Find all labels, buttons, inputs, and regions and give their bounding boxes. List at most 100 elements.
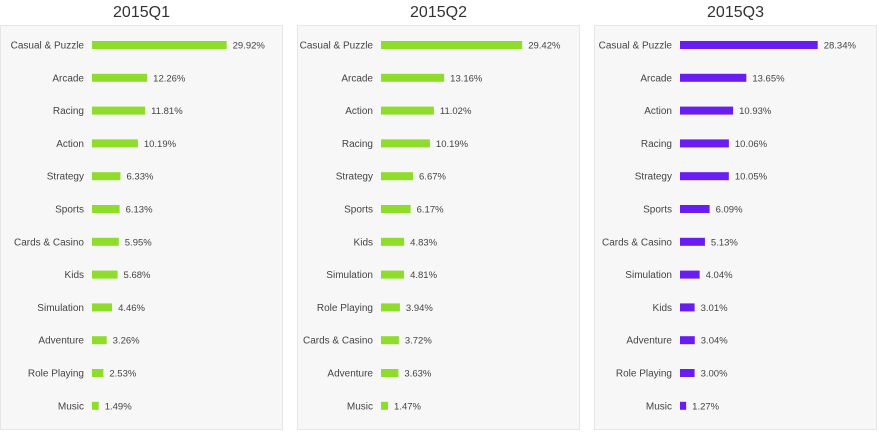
category-label: Simulation <box>326 270 373 281</box>
bar <box>381 270 405 279</box>
value-label: 4.81% <box>410 270 437 281</box>
bar <box>680 41 818 49</box>
value-label: 10.19% <box>144 139 177 150</box>
category-label: Adventure <box>327 369 373 380</box>
chart-panel-q1 <box>0 25 283 430</box>
category-label: Arcade <box>341 73 373 84</box>
value-label: 10.93% <box>739 106 772 117</box>
value-label: 10.05% <box>735 172 768 183</box>
bar <box>381 73 445 82</box>
category-label: Casual & Puzzle <box>11 41 85 52</box>
category-label: Kids <box>65 270 84 281</box>
value-label: 12.26% <box>153 73 186 84</box>
value-label: 6.09% <box>716 205 743 216</box>
category-label: Cards & Casino <box>303 336 373 347</box>
bar <box>92 139 138 148</box>
chart-panel-q3 <box>594 25 877 430</box>
bar <box>92 106 146 115</box>
value-label: 2.53% <box>109 369 136 380</box>
bar <box>680 336 695 345</box>
value-label: 6.33% <box>126 172 153 183</box>
category-label: Role Playing <box>317 303 373 314</box>
bar <box>92 401 99 410</box>
value-label: 13.65% <box>752 73 785 84</box>
chart-title-q2: 2015Q2 <box>410 4 467 21</box>
category-label: Strategy <box>47 172 84 183</box>
value-label: 5.68% <box>124 270 151 281</box>
value-label: 6.17% <box>417 205 444 216</box>
category-label: Racing <box>53 106 84 117</box>
bar <box>381 139 430 148</box>
category-label: Sports <box>55 205 84 216</box>
value-label: 29.42% <box>528 41 561 52</box>
bar <box>381 237 405 246</box>
value-label: 4.04% <box>706 270 733 281</box>
bar <box>381 205 411 213</box>
bar <box>381 336 399 345</box>
bar <box>92 336 107 345</box>
value-label: 3.63% <box>404 369 431 380</box>
category-label: Music <box>646 401 672 412</box>
chart-panel-q2 <box>297 25 580 430</box>
category-label: Simulation <box>625 270 672 281</box>
category-label: Strategy <box>336 172 373 183</box>
value-label: 10.06% <box>735 139 768 150</box>
bar <box>381 106 434 115</box>
value-label: 29.92% <box>233 41 266 52</box>
value-label: 28.34% <box>824 41 857 52</box>
value-label: 3.04% <box>701 336 728 347</box>
category-label: Sports <box>344 205 373 216</box>
bar <box>92 172 121 181</box>
bar <box>92 237 119 246</box>
value-label: 1.47% <box>394 401 421 412</box>
category-label: Adventure <box>626 336 672 347</box>
category-label: Racing <box>342 139 373 150</box>
category-label: Arcade <box>640 73 672 84</box>
category-label: Arcade <box>52 73 84 84</box>
category-label: Racing <box>641 139 672 150</box>
bar <box>680 237 705 246</box>
category-label: Cards & Casino <box>602 237 672 248</box>
category-label: Adventure <box>38 336 84 347</box>
bar <box>92 270 118 279</box>
value-label: 5.95% <box>125 237 152 248</box>
category-label: Music <box>58 401 84 412</box>
category-label: Cards & Casino <box>14 237 84 248</box>
bar <box>381 41 523 49</box>
category-label: Strategy <box>635 172 672 183</box>
category-label: Casual & Puzzle <box>599 41 673 52</box>
bar <box>92 205 120 213</box>
category-label: Simulation <box>37 303 84 314</box>
value-label: 3.94% <box>406 303 433 314</box>
value-label: 11.02% <box>440 106 472 117</box>
bar <box>381 369 399 377</box>
category-label: Role Playing <box>616 369 672 380</box>
chart-title-q3: 2015Q3 <box>707 4 764 21</box>
bar <box>680 139 729 148</box>
category-label: Kids <box>653 303 672 314</box>
chart-title-q1: 2015Q1 <box>113 4 170 21</box>
bar <box>92 303 113 312</box>
value-label: 1.27% <box>692 401 719 412</box>
value-label: 5.13% <box>711 237 738 248</box>
value-label: 13.16% <box>450 73 483 84</box>
value-label: 10.19% <box>436 139 469 150</box>
value-label: 3.72% <box>405 336 432 347</box>
category-label: Casual & Puzzle <box>300 41 374 52</box>
category-label: Action <box>56 139 84 150</box>
value-label: 11.81% <box>151 106 183 117</box>
bar <box>680 172 729 181</box>
bar <box>381 172 414 181</box>
category-label: Role Playing <box>28 369 84 380</box>
bar <box>680 73 747 82</box>
category-label: Sports <box>643 205 672 216</box>
value-label: 3.26% <box>113 336 140 347</box>
value-label: 4.83% <box>410 237 437 248</box>
bar <box>92 369 104 377</box>
category-label: Action <box>345 106 373 117</box>
bar <box>680 106 734 115</box>
value-label: 3.00% <box>701 369 728 380</box>
bar <box>680 369 695 377</box>
